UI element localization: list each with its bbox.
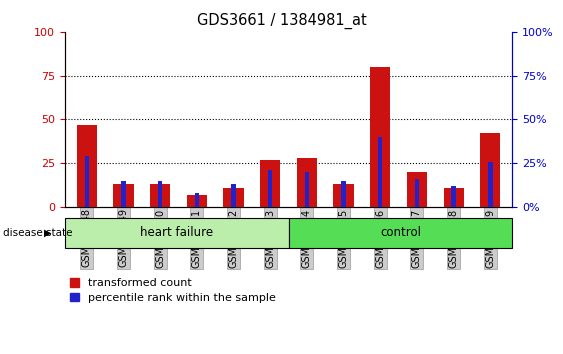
Bar (378, 137, 382, 207)
Bar (289, 218, 512, 248)
Bar (77, 125, 97, 207)
Bar (407, 172, 427, 207)
Text: heart failure: heart failure (140, 226, 213, 239)
Bar (121, 181, 126, 207)
Legend: transformed count, percentile rank within the sample: transformed count, percentile rank withi… (70, 278, 276, 303)
Bar (260, 160, 280, 207)
Bar (297, 158, 317, 207)
Bar (150, 184, 170, 207)
Bar (158, 181, 162, 207)
Text: ▶: ▶ (44, 228, 52, 238)
Bar (224, 188, 244, 207)
Bar (113, 184, 133, 207)
Bar (488, 161, 493, 207)
Bar (231, 184, 236, 207)
Text: disease state: disease state (3, 228, 72, 238)
Bar (187, 195, 207, 207)
Text: control: control (380, 226, 421, 239)
Bar (333, 184, 354, 207)
Bar (452, 186, 456, 207)
Bar (370, 67, 390, 207)
Bar (415, 179, 419, 207)
Bar (65, 218, 289, 248)
Bar (341, 181, 346, 207)
Bar (444, 188, 464, 207)
Bar (305, 172, 309, 207)
Bar (268, 170, 272, 207)
Text: GDS3661 / 1384981_at: GDS3661 / 1384981_at (196, 12, 367, 29)
Bar (84, 156, 89, 207)
Bar (480, 133, 501, 207)
Bar (195, 193, 199, 207)
